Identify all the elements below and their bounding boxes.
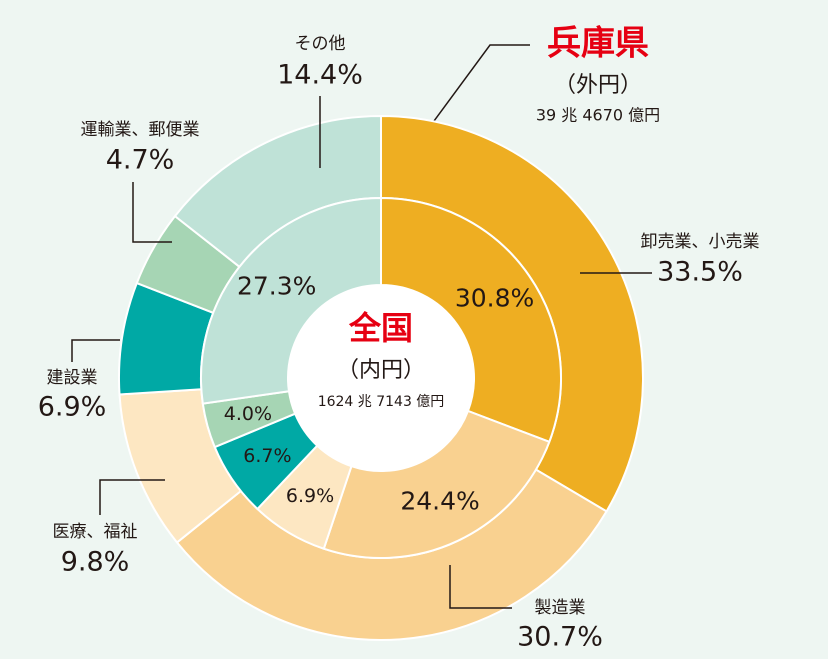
inner-title: 全国 [348,309,413,347]
category-label: 製造業 [535,598,586,618]
category-label: 運輸業、郵便業 [81,120,200,140]
center-hole [288,285,474,471]
outer-value-label: 30.7% [517,622,603,653]
leader-line [419,44,530,141]
leader-line [71,339,120,362]
inner-total: 1624 兆 7143 億円 [318,394,445,410]
inner-value-label: 30.8% [455,284,534,313]
outer-total: 39 兆 4670 億円 [536,106,660,125]
rings [118,114,644,641]
outer-value-label: 33.5% [657,257,743,288]
inner-value-label: 6.7% [243,445,291,467]
outer-value-label: 4.7% [106,145,175,176]
inner-value-label: 4.0% [224,403,272,425]
outer-value-label: 9.8% [61,547,130,578]
inner-value-label: 6.9% [286,485,334,507]
category-label: 卸売業、小売業 [641,232,760,252]
category-label: その他 [295,34,346,54]
inner-value-label: 24.4% [400,487,479,516]
category-label: 建設業 [47,368,98,388]
outer-value-label: 14.4% [277,60,363,91]
inner-value-label: 27.3% [237,272,316,301]
leader-line [99,479,165,515]
leader-line [449,565,512,609]
outer-title: 兵庫県 [547,24,649,64]
category-label: 医療、福祉 [53,522,138,542]
inner-ring-label: （内円） [337,358,425,383]
leader-line [132,182,172,243]
outer-value-label: 6.9% [38,392,107,423]
outer-ring-label: （外円） [554,73,642,98]
